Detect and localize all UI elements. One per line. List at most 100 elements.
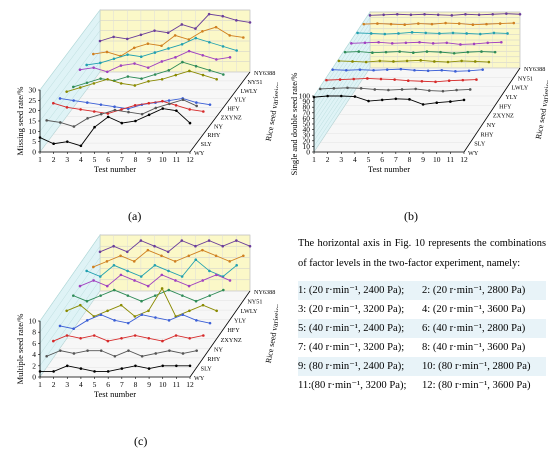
data-point bbox=[167, 288, 171, 292]
x-tick-label: 3 bbox=[339, 155, 343, 164]
data-point bbox=[146, 66, 150, 69]
data-point bbox=[105, 70, 109, 74]
data-point bbox=[389, 22, 393, 26]
y-tick-label: 10 bbox=[29, 317, 37, 326]
data-point bbox=[366, 77, 369, 80]
series-line bbox=[332, 68, 483, 72]
data-point bbox=[59, 349, 62, 352]
y-tick-label: 2 bbox=[32, 361, 36, 370]
data-point bbox=[181, 60, 184, 64]
data-point bbox=[139, 33, 143, 37]
data-point bbox=[410, 31, 414, 34]
x-tick-label: 7 bbox=[120, 155, 124, 164]
grid-line bbox=[39, 71, 101, 153]
data-point bbox=[430, 22, 434, 26]
data-point bbox=[399, 67, 403, 71]
data-point bbox=[242, 254, 245, 258]
data-point bbox=[112, 244, 115, 248]
data-point bbox=[346, 86, 349, 90]
caption-c: (c) bbox=[134, 434, 148, 448]
chart-panel-a: NY6388 NY51 LWLY YLY HFY ZXYNZ NY RHY SLY WY 1 2 3 4 5… bbox=[2, 2, 283, 206]
data-point bbox=[92, 52, 95, 56]
data-point bbox=[441, 89, 445, 93]
series-line bbox=[40, 365, 190, 372]
data-point bbox=[86, 349, 89, 352]
y-tick-label: 0 bbox=[32, 373, 36, 382]
variety-label: YLY bbox=[505, 94, 518, 101]
combo-item: 6: (40 r·min⁻¹, 2800 Pa) bbox=[422, 323, 526, 334]
series-line bbox=[66, 70, 217, 93]
variety-label: HFY bbox=[499, 103, 512, 110]
series-line bbox=[313, 95, 465, 105]
data-point bbox=[133, 62, 136, 65]
data-point bbox=[387, 88, 390, 92]
data-point bbox=[433, 60, 436, 63]
data-point bbox=[72, 352, 76, 355]
data-point bbox=[423, 12, 426, 16]
data-point bbox=[325, 78, 328, 82]
variety-label: NY6388 bbox=[524, 66, 545, 73]
data-point bbox=[440, 68, 444, 72]
data-point bbox=[450, 14, 454, 17]
data-point bbox=[119, 254, 122, 258]
grid-line bbox=[313, 23, 371, 108]
data-point bbox=[414, 87, 417, 91]
z-axis bbox=[463, 67, 521, 153]
data-point bbox=[78, 68, 82, 72]
data-point bbox=[207, 12, 211, 16]
grid-line bbox=[39, 61, 101, 142]
variety-label: WY bbox=[194, 375, 205, 382]
data-point bbox=[166, 250, 170, 254]
data-point bbox=[98, 39, 102, 43]
data-point bbox=[350, 42, 353, 45]
data-point bbox=[140, 354, 144, 358]
combo-item: 9: (80 r·min⁻¹, 2400 Pa); bbox=[298, 361, 405, 372]
combo-item: 1: (20 r·min⁻¹, 2400 Pa); bbox=[298, 285, 405, 296]
data-point bbox=[153, 73, 157, 76]
x-tick-label: 12 bbox=[186, 380, 194, 389]
y-tick-label: 70 bbox=[303, 108, 311, 117]
data-point bbox=[357, 50, 361, 53]
data-point bbox=[99, 77, 102, 80]
data-point bbox=[85, 319, 89, 322]
data-point bbox=[202, 334, 205, 337]
data-point bbox=[113, 354, 117, 358]
x-axis-title: Test number bbox=[94, 164, 136, 174]
x-axis-title: Test number bbox=[368, 164, 410, 174]
data-point bbox=[93, 370, 96, 373]
data-point bbox=[112, 35, 115, 39]
data-point bbox=[404, 41, 408, 45]
series-line bbox=[79, 50, 231, 73]
data-point bbox=[161, 339, 164, 343]
variety-label: NY bbox=[487, 122, 496, 129]
data-point bbox=[188, 121, 192, 125]
data-point bbox=[215, 58, 218, 61]
data-point bbox=[92, 82, 96, 85]
data-point bbox=[221, 45, 225, 48]
grid-line bbox=[39, 20, 101, 101]
caption-b: (b) bbox=[404, 209, 418, 223]
data-point bbox=[99, 61, 102, 65]
data-point bbox=[492, 31, 496, 35]
data-point bbox=[120, 121, 124, 125]
data-point bbox=[105, 50, 109, 54]
y-tick-label: 20 bbox=[303, 136, 311, 145]
data-point bbox=[518, 12, 522, 16]
variety-label: SLY bbox=[201, 141, 213, 148]
data-point bbox=[228, 56, 232, 59]
data-point bbox=[454, 70, 457, 73]
x-tick-label: 4 bbox=[79, 380, 83, 389]
data-point bbox=[160, 77, 164, 81]
data-point bbox=[331, 68, 334, 71]
x-tick-label: 1 bbox=[38, 380, 42, 389]
grid-line bbox=[313, 39, 371, 125]
data-point bbox=[167, 69, 171, 72]
data-point bbox=[175, 364, 178, 368]
data-point bbox=[127, 349, 130, 352]
combo-row: 7: (40 r·min⁻¹, 3200 Pa); 8: (40 r·min⁻¹… bbox=[298, 338, 546, 357]
grid-line bbox=[313, 17, 371, 102]
data-point bbox=[113, 319, 116, 322]
data-point bbox=[126, 107, 130, 111]
data-point bbox=[65, 140, 69, 143]
